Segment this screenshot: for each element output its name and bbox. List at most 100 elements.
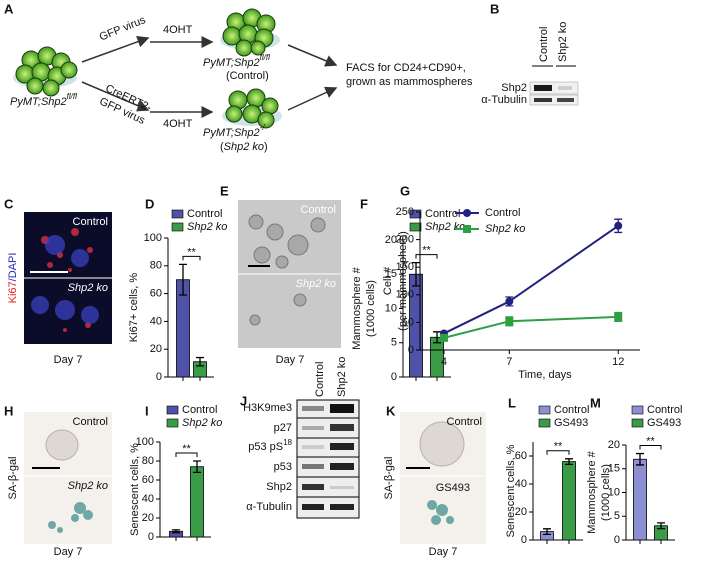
y-tick-label: 250 xyxy=(396,206,414,218)
y-tick-label: 0 xyxy=(614,534,620,546)
y-tick-label: 50 xyxy=(402,316,414,328)
legend-swatch xyxy=(166,418,179,428)
significance-label: ** xyxy=(554,441,563,453)
legend-label: Control xyxy=(647,404,682,416)
condition: (Control) xyxy=(226,70,269,82)
bar xyxy=(562,461,576,541)
y-tick-label: 60 xyxy=(142,474,154,486)
panel-label: I xyxy=(145,403,149,418)
legend-label: Shp2 ko xyxy=(182,417,222,429)
panel-a: PyMT;Shp2fl/fl GFP virus 4OHT PyMT;Shp2f… xyxy=(10,8,473,153)
y-tick-label: 0 xyxy=(148,531,154,543)
significance-label: ** xyxy=(187,246,196,258)
x-axis-label: Time, days xyxy=(518,369,572,381)
marker xyxy=(614,221,623,230)
y-axis-label: (1000 cells) xyxy=(600,464,612,521)
y-tick-label: 60 xyxy=(150,288,162,300)
y-tick-label: 0 xyxy=(391,371,397,383)
panel-e: Control Shp2 ko Day 7 xyxy=(238,200,341,366)
marker xyxy=(439,333,448,342)
x-tick-label: 4 xyxy=(441,356,447,368)
y-tick-label: 0 xyxy=(408,344,414,356)
error-bar xyxy=(412,261,420,287)
condition: (Shp2 ko) xyxy=(220,141,268,153)
image-label: Control xyxy=(73,416,108,428)
panel-labels: A B C D E F G H I J K L M xyxy=(4,1,601,418)
stain-label: SA-β-gal xyxy=(383,456,395,499)
y-tick-label: 40 xyxy=(515,478,527,490)
panel-label: J xyxy=(240,393,247,408)
panel-h: SA-β-gal Control Shp2 ko Day 7 xyxy=(7,412,112,558)
y-tick-label: 5 xyxy=(391,337,397,349)
legend-swatch xyxy=(171,222,184,232)
stain-label: Ki67/DAPI xyxy=(7,253,19,304)
y-tick-label: 100 xyxy=(396,289,414,301)
error-bar xyxy=(196,356,204,367)
y-tick-label: 0 xyxy=(156,371,162,383)
y-tick-label: 10 xyxy=(385,302,397,314)
legend-label: GS493 xyxy=(554,417,588,429)
image-label: Control xyxy=(447,416,482,428)
row-label: Shp2 xyxy=(501,82,527,94)
legend-swatch xyxy=(538,418,551,428)
image-label: Control xyxy=(301,204,336,216)
x-tick-label: 7 xyxy=(506,356,512,368)
error-bar xyxy=(179,263,187,296)
y-axis-label: (1000 cells) xyxy=(365,280,377,337)
y-tick-label: 80 xyxy=(150,260,162,272)
y-tick-label: 150 xyxy=(396,261,414,273)
marker xyxy=(614,312,623,321)
legend-marker xyxy=(463,209,471,217)
panel-label: E xyxy=(220,183,229,198)
bar xyxy=(190,466,204,538)
arrow-label: GFP virus xyxy=(98,14,148,44)
significance-label: ** xyxy=(422,245,431,257)
treatment: 4OHT xyxy=(163,24,193,36)
legend-label: Shp2 ko xyxy=(187,221,227,233)
legend-label: Shp2 ko xyxy=(425,221,465,233)
legend-label: GS493 xyxy=(647,417,681,429)
legend-label: Control xyxy=(485,207,520,219)
genotype: PyMT;Shp2fl/fl xyxy=(10,92,77,108)
row-label: Shp2 xyxy=(266,481,292,493)
genotype: PyMT;Shp2fl/fl xyxy=(203,53,270,69)
y-tick-label: 15 xyxy=(385,268,397,280)
legend-label: Control xyxy=(554,404,589,416)
error-bar xyxy=(543,528,551,536)
facs-text: grown as mammospheres xyxy=(346,76,473,88)
y-axis-label: Mammosphere # xyxy=(351,266,363,349)
genotype: PyMT;Shp2-/- xyxy=(203,123,268,139)
y-axis-label: Senescent cells, % xyxy=(129,443,141,536)
row-label: p27 xyxy=(274,422,292,434)
legend-swatch xyxy=(538,405,551,415)
y-tick-label: 20 xyxy=(385,234,397,246)
y-tick-label: 15 xyxy=(608,463,620,475)
day-label: Day 7 xyxy=(54,354,83,366)
lane-label: Control xyxy=(538,27,550,62)
error-bar xyxy=(433,331,441,344)
legend-marker xyxy=(463,225,471,233)
panel-c: Ki67/DAPI Control Shp2 ko Day 7 xyxy=(7,212,112,366)
significance-bracket xyxy=(182,255,201,261)
legend-swatch xyxy=(631,418,644,428)
image-label: Shp2 ko xyxy=(68,480,108,492)
image-label: Shp2 ko xyxy=(68,282,108,294)
panel-b: Control Shp2 ko Shp2 α-Tubulin xyxy=(481,22,579,106)
panel-label: L xyxy=(508,395,516,410)
y-axis-label: Mammosphere # xyxy=(586,450,598,533)
bar xyxy=(633,458,647,541)
y-tick-label: 10 xyxy=(608,486,620,498)
stain-label: SA-β-gal xyxy=(7,456,19,499)
legend-swatch xyxy=(409,209,422,219)
y-tick-label: 20 xyxy=(608,439,620,451)
row-label: p53 xyxy=(274,461,292,473)
panel-label: A xyxy=(4,1,14,16)
significance-bracket xyxy=(415,254,438,259)
day-label: Day 7 xyxy=(276,354,305,366)
panel-label: B xyxy=(490,1,499,16)
panel-label: C xyxy=(4,196,14,211)
legend-swatch xyxy=(166,405,179,415)
panel-label: K xyxy=(386,403,396,418)
